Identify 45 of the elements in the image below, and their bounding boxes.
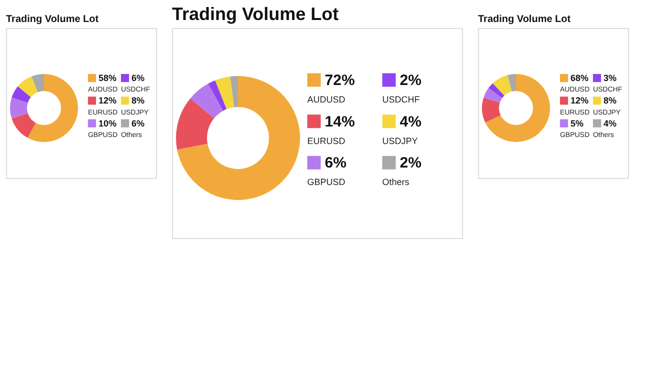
donut-slice [177, 76, 300, 200]
data-label: 6% [324, 154, 346, 172]
donut-slice [508, 74, 516, 92]
data-label: 6% [131, 73, 144, 83]
data-label: 10% [98, 118, 116, 128]
data-label: 4% [603, 118, 616, 128]
donut-slice [484, 88, 502, 103]
data-label: 12% [570, 96, 588, 106]
donut-slice [10, 97, 28, 119]
donut-slice [18, 76, 38, 98]
donut-slice [482, 97, 501, 122]
chart-title: Trading Volume Lot [478, 14, 572, 25]
chart-title: Trading Volume Lot [172, 4, 339, 24]
data-label: 72% [324, 72, 355, 89]
data-label: 6% [131, 118, 144, 128]
data-label: 12% [98, 96, 116, 106]
data-label: 5% [570, 118, 584, 128]
data-label: 4% [400, 113, 422, 130]
donut-slice [12, 113, 36, 138]
data-label: 14% [324, 113, 355, 130]
donut-slice [485, 74, 550, 142]
donut-slice [492, 75, 512, 96]
donut-slice [215, 76, 234, 110]
donut-slice [31, 74, 44, 92]
legend-label: GBPUSD [307, 177, 346, 188]
data-label: 68% [570, 73, 588, 83]
legend-label: EURUSD [307, 136, 346, 146]
donut-slice [488, 83, 504, 98]
donut-slice [28, 74, 78, 142]
legend-label: USDCHF [382, 94, 420, 104]
legend-label: USDJPY [382, 136, 418, 146]
donut-slice [190, 84, 224, 118]
data-label: 2% [400, 72, 422, 89]
data-label: 58% [98, 73, 116, 83]
legend-label: AUDUSD [307, 94, 346, 104]
data-label: 8% [131, 96, 144, 106]
legend-label: Others [382, 177, 410, 188]
donut-slice [176, 98, 214, 150]
donut-slice [208, 80, 227, 111]
chart-title: Trading Volume Lot [6, 14, 100, 25]
data-label: 3% [603, 73, 616, 83]
donut-slice [12, 86, 31, 103]
donut-slice [230, 76, 238, 108]
data-label: 8% [603, 96, 616, 106]
data-label: 2% [400, 154, 422, 172]
